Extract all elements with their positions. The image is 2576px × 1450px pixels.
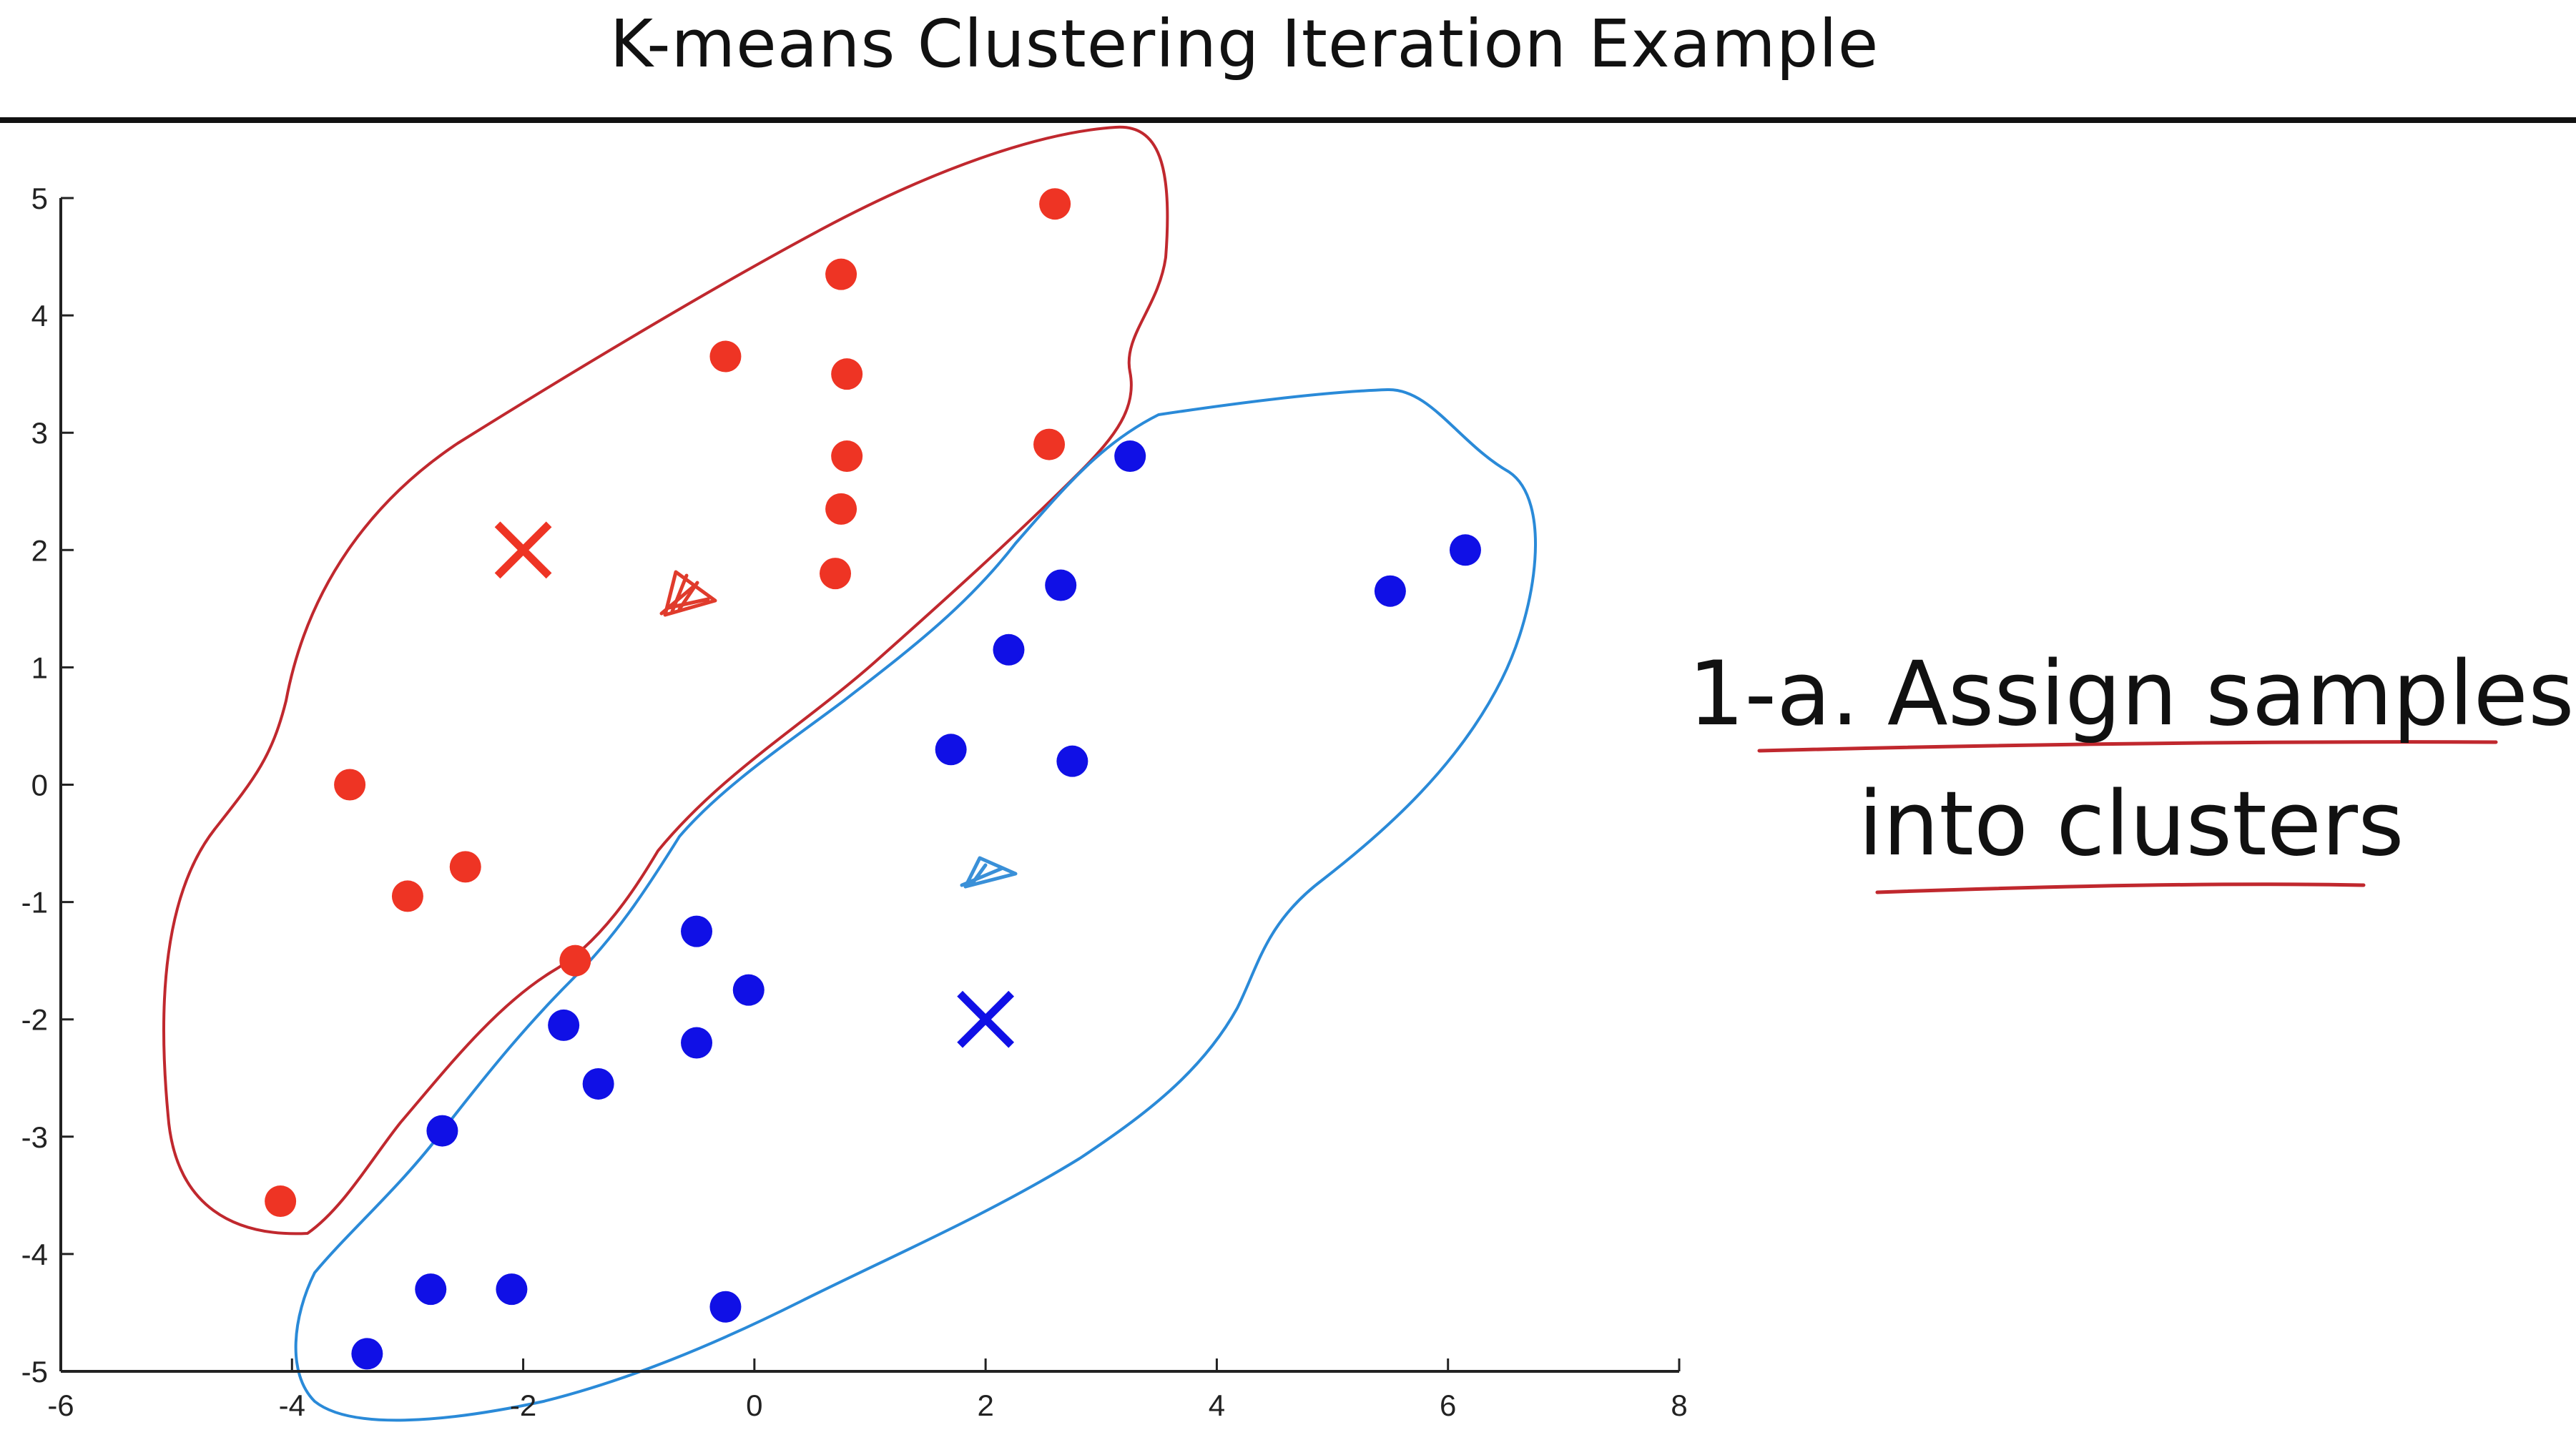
data-point xyxy=(351,1338,383,1370)
x-tick-label: 4 xyxy=(1209,1389,1225,1422)
y-tick-label: -4 xyxy=(21,1238,48,1271)
caption-line-2: into clusters xyxy=(1858,773,2404,876)
data-point xyxy=(820,558,852,590)
data-point xyxy=(681,1027,713,1059)
x-tick-label: -4 xyxy=(279,1389,305,1422)
data-point xyxy=(1039,188,1071,220)
y-tick-label: 0 xyxy=(31,769,48,802)
data-point xyxy=(1045,569,1077,601)
data-point xyxy=(1056,745,1088,777)
blue-arrow-scribble xyxy=(960,856,1018,889)
blue-cluster-outline xyxy=(294,388,1537,1422)
data-point xyxy=(831,440,863,473)
data-point xyxy=(334,769,366,801)
data-point xyxy=(1033,428,1066,460)
centroid-marker xyxy=(494,521,552,579)
y-tick-label: -1 xyxy=(21,886,48,919)
red-arrow-scribble xyxy=(659,570,717,617)
y-tick-label: 4 xyxy=(31,299,48,332)
caption-line-1: 1-a. Assign samples xyxy=(1688,643,2575,746)
x-tick-label: 6 xyxy=(1440,1389,1456,1422)
data-point xyxy=(582,1067,614,1100)
x-tick-label: 8 xyxy=(1671,1389,1687,1422)
page-title: K-means Clustering Iteration Example xyxy=(609,6,1879,82)
chart-marks xyxy=(265,188,1481,1370)
data-point xyxy=(681,915,713,947)
x-tick-label: 0 xyxy=(746,1389,762,1422)
title-divider xyxy=(0,117,2576,123)
y-tick-label: -2 xyxy=(21,1003,48,1037)
data-point xyxy=(993,633,1025,666)
data-point xyxy=(831,358,863,390)
data-point xyxy=(415,1273,447,1306)
data-point xyxy=(426,1115,458,1147)
y-tick-label: -5 xyxy=(21,1355,48,1389)
x-tick-label: 2 xyxy=(977,1389,993,1422)
chart-axes: -6 -4 -2 0 2 4 6 8 -5 -4 -3 -2 -1 0 1 2 3 4 5 xyxy=(21,182,1688,1422)
data-point xyxy=(825,258,857,290)
data-point xyxy=(265,1185,297,1218)
red-cluster-outline xyxy=(162,125,1169,1236)
data-point xyxy=(559,945,591,977)
data-point xyxy=(732,974,765,1006)
data-point xyxy=(449,851,481,883)
y-tick-label: 2 xyxy=(31,533,48,567)
centroid-marker xyxy=(957,990,1015,1048)
hand-drawn-annotations xyxy=(162,125,2498,1422)
data-point xyxy=(391,880,423,912)
x-tick-label: -6 xyxy=(47,1389,74,1422)
data-point xyxy=(935,734,967,766)
data-point xyxy=(1374,575,1406,607)
y-tick-label: 1 xyxy=(31,651,48,684)
y-tick-label: 3 xyxy=(31,416,48,450)
data-point xyxy=(1449,534,1481,566)
data-point xyxy=(1114,440,1146,473)
caption-underline-2 xyxy=(1875,882,2366,894)
data-point xyxy=(825,493,857,525)
step-caption: 1-a. Assign samples into clusters xyxy=(1688,629,2575,889)
y-tick-label: 5 xyxy=(31,182,48,215)
x-tick-label: -2 xyxy=(510,1389,536,1422)
data-point xyxy=(709,1291,742,1323)
data-point xyxy=(709,340,742,373)
caption-underline-1 xyxy=(1757,740,2498,753)
y-tick-label: -3 xyxy=(21,1120,48,1154)
data-point xyxy=(496,1273,528,1306)
data-point xyxy=(548,1009,580,1041)
